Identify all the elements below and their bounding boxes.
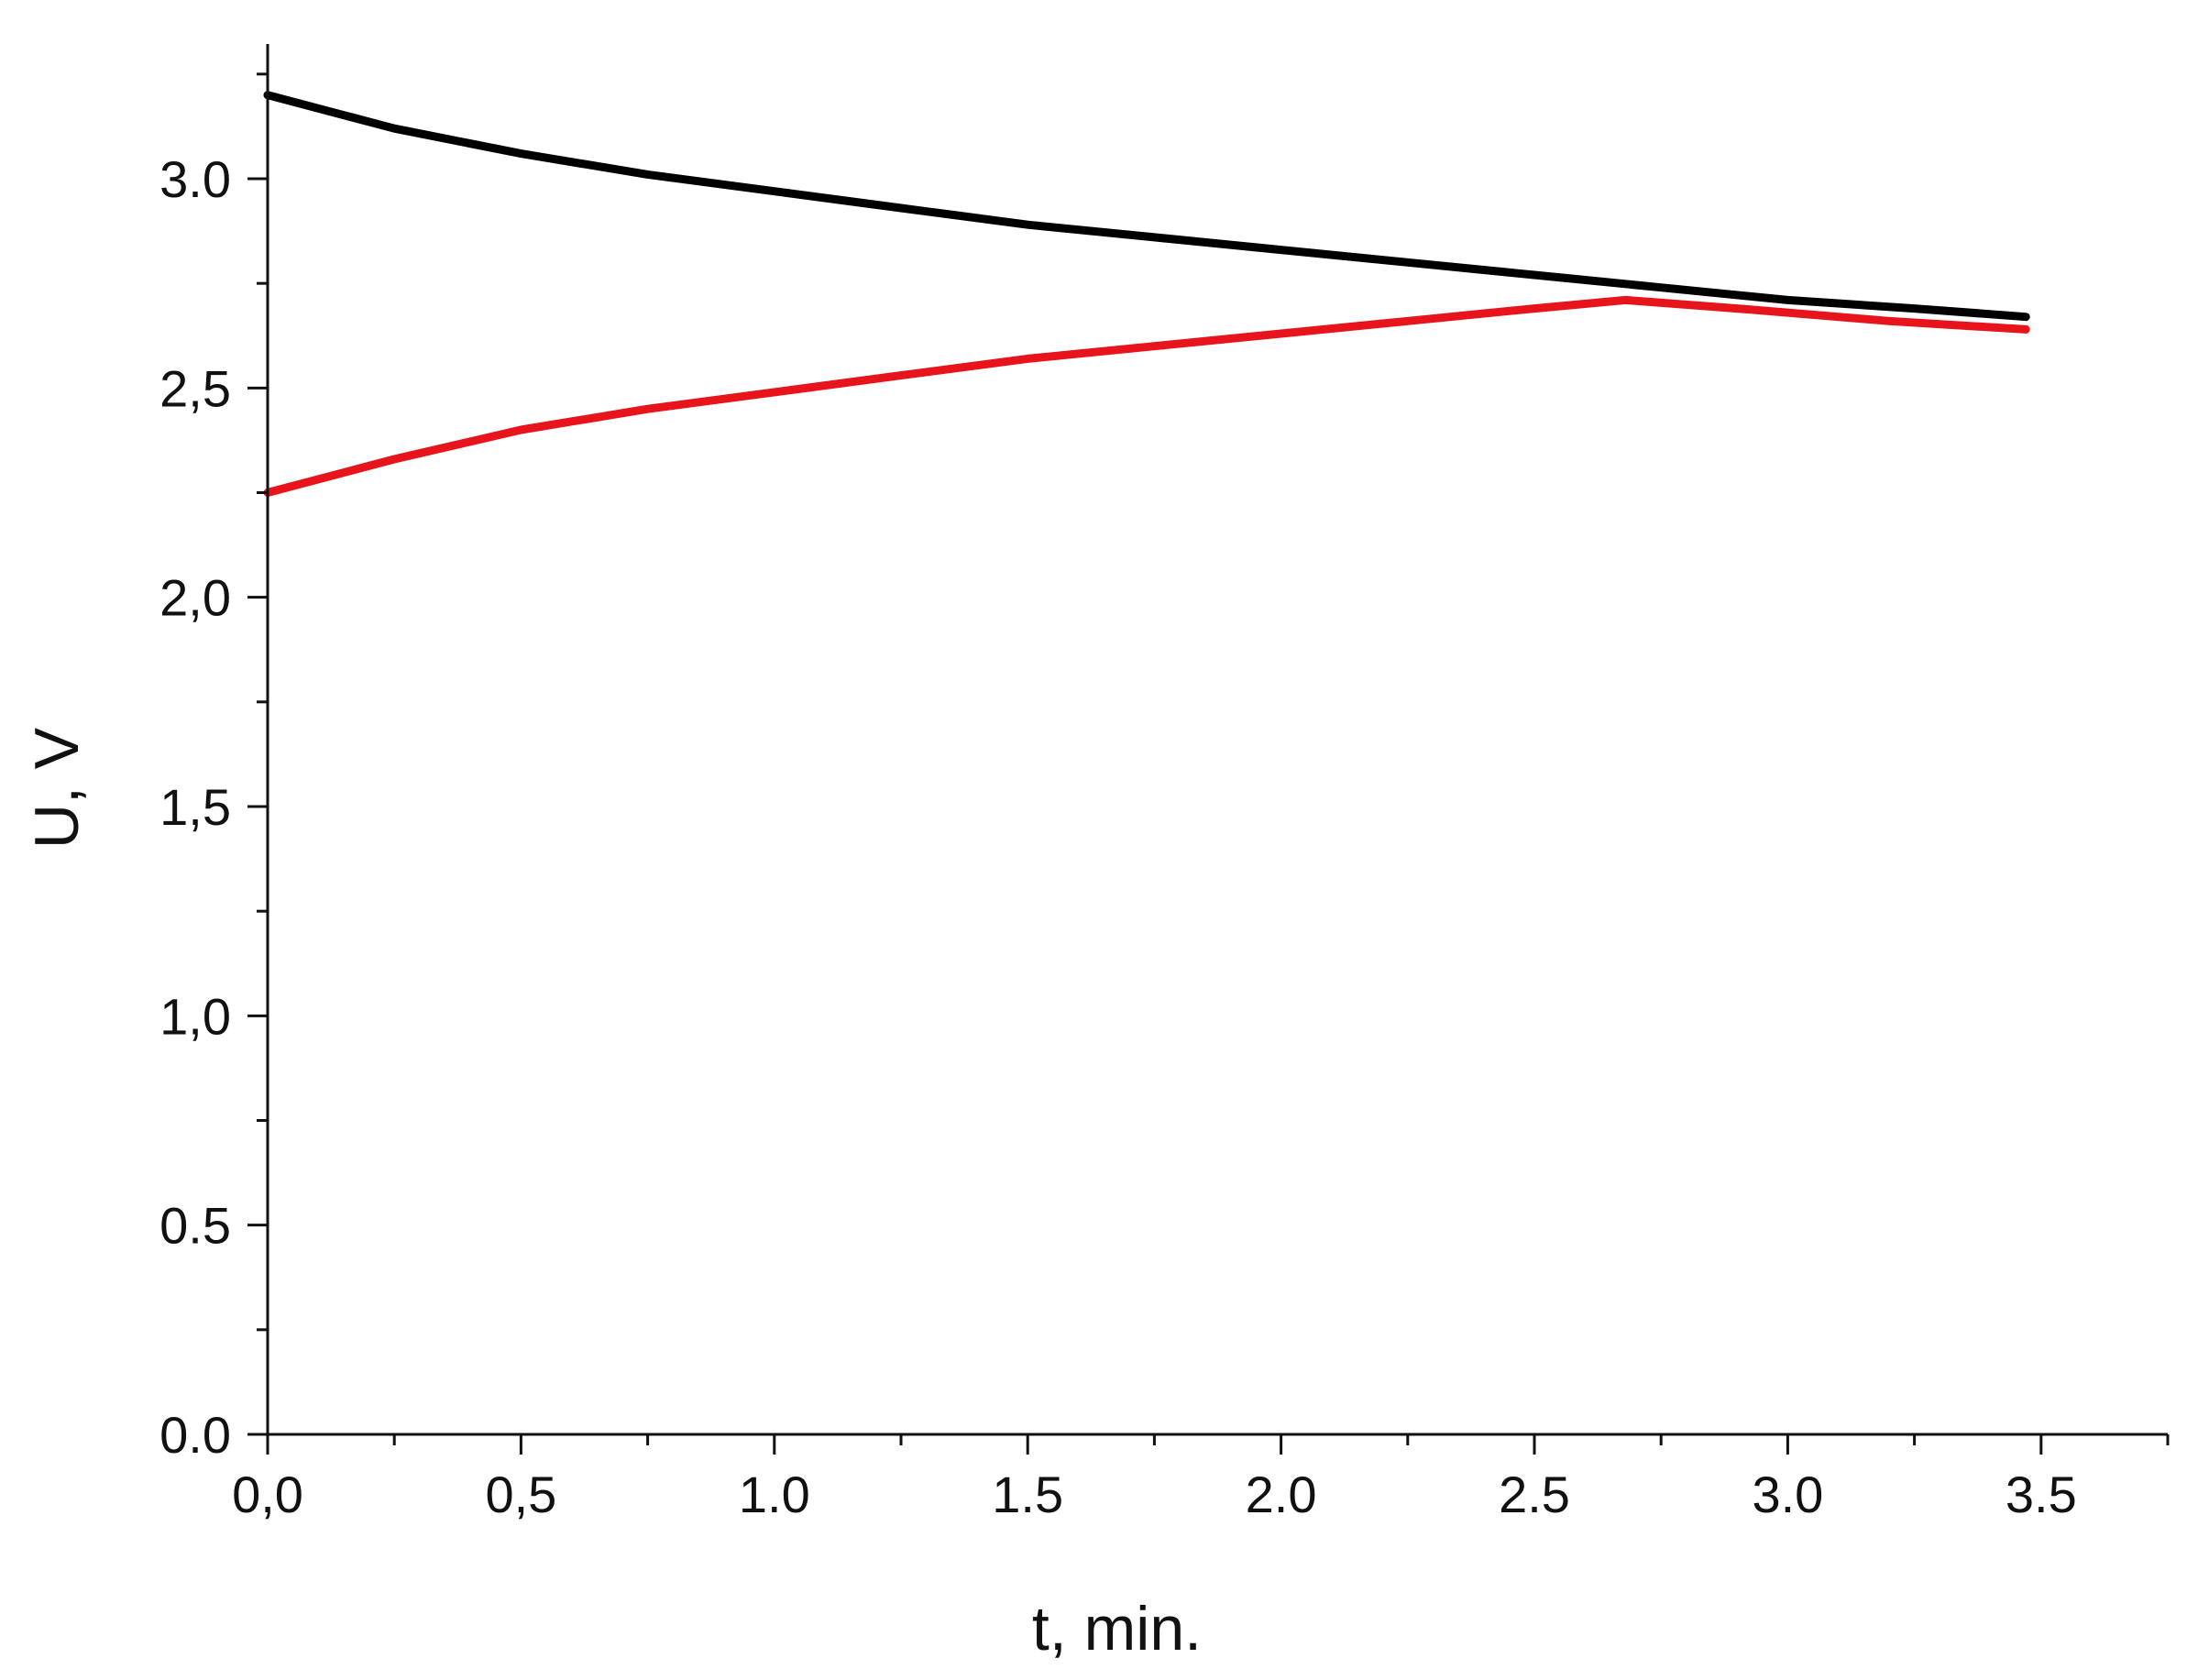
axes-layer <box>247 44 2170 1455</box>
y-tick-label: 1,5 <box>159 778 231 836</box>
series-line-2 <box>263 295 2030 497</box>
x-tick-label: 2.0 <box>1246 1466 1317 1523</box>
x-tick-label: 0,5 <box>485 1466 556 1523</box>
x-tick-label: 3.0 <box>1752 1466 1823 1523</box>
series-layer <box>263 91 2030 497</box>
y-tick-label: 1,0 <box>159 987 231 1045</box>
y-tick-label: 3.0 <box>159 150 231 208</box>
x-tick-label: 2.5 <box>1499 1466 1570 1523</box>
labels-layer: 0,0 0,5 1.0 1.5 2.0 2.5 3.0 3.5 0.0 0.5 1,0 1,5 2,0 2… <box>22 150 2077 1664</box>
x-tick-label: 1.5 <box>992 1466 1063 1523</box>
series-line-1 <box>263 91 2030 322</box>
y-axis-title: U, V <box>22 727 92 849</box>
y-tick-label: 0.5 <box>159 1197 231 1255</box>
y-tick-label: 0.0 <box>159 1406 231 1464</box>
x-axis-title: t, min. <box>1032 1594 1202 1664</box>
y-tick-label: 2,0 <box>159 569 231 627</box>
x-tick-label: 3.5 <box>2006 1466 2077 1523</box>
x-tick-label: 0,0 <box>232 1466 303 1523</box>
y-tick-label: 2,5 <box>159 359 231 417</box>
x-tick-label: 1.0 <box>739 1466 810 1523</box>
